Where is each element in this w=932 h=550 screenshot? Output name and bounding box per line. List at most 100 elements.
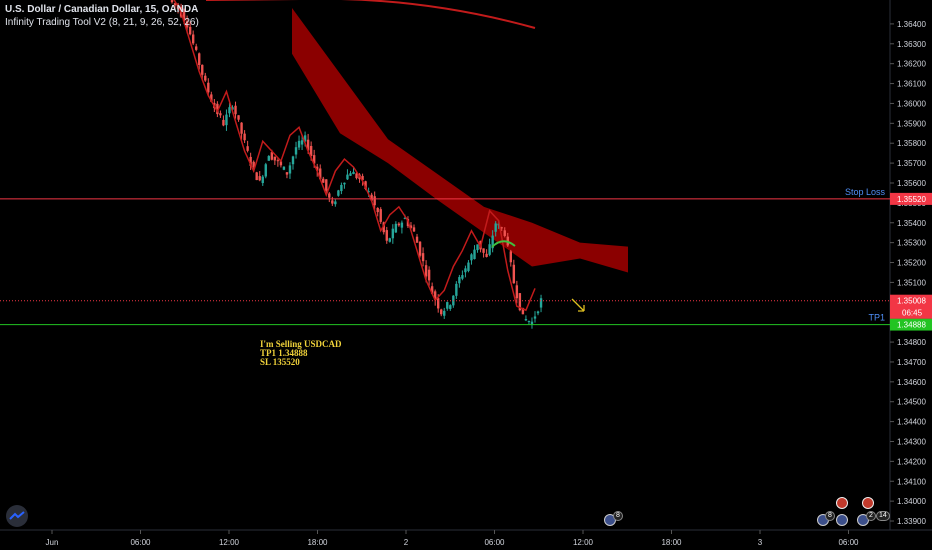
price-tick-label: 1.35400 — [897, 219, 926, 228]
price-tick-label: 1.36300 — [897, 40, 926, 49]
candle-body — [485, 253, 488, 257]
candle-body — [509, 251, 512, 263]
candle-body — [403, 217, 407, 219]
candle-body — [391, 228, 395, 239]
event-badge-c: 14 — [876, 511, 890, 521]
time-tick-label: 2 — [404, 538, 409, 547]
candle-body — [264, 164, 267, 177]
candle-body — [443, 310, 446, 316]
price-tick-label: 1.34600 — [897, 378, 926, 387]
candle-body — [424, 265, 428, 277]
candle-body — [503, 230, 506, 236]
down-arrow-icon — [571, 298, 585, 312]
candle-body — [430, 286, 434, 294]
price-tick-label: 1.35700 — [897, 159, 926, 168]
candle-body — [458, 277, 461, 284]
tradingview-logo-icon[interactable] — [6, 505, 28, 527]
candle-body — [303, 135, 307, 142]
candle-body — [388, 238, 391, 242]
us-flag-event-icon-3[interactable] — [836, 514, 848, 526]
price-tick-label: 1.35200 — [897, 259, 926, 268]
candle-body — [173, 3, 177, 6]
candle-body — [207, 82, 210, 93]
candle-body — [349, 173, 352, 176]
candle-body — [267, 156, 270, 161]
candle-body — [252, 161, 255, 167]
price-tick-label: 1.35300 — [897, 239, 926, 248]
time-tick-label: 18:00 — [661, 538, 682, 547]
candle-body — [418, 241, 422, 256]
price-tick-label: 1.36100 — [897, 80, 926, 89]
candle-body — [373, 196, 376, 206]
candle-body — [222, 119, 225, 126]
candle-body — [370, 194, 373, 201]
candle-body — [467, 262, 470, 271]
price-tick-label: 1.35900 — [897, 119, 926, 128]
price-tick-label: 1.36400 — [897, 20, 926, 29]
current-price-price-box — [890, 294, 932, 319]
event-badge-a: 8 — [825, 511, 835, 521]
candle-body — [461, 275, 464, 279]
tp1-tag: TP1 — [868, 313, 885, 323]
candle-body — [331, 200, 334, 204]
candle-body — [225, 114, 228, 126]
note-line-2: TP1 1.34888 — [260, 348, 308, 358]
price-tick-label: 1.34100 — [897, 477, 926, 486]
candle-body — [382, 222, 385, 233]
candle-body — [216, 103, 219, 115]
candle-body — [367, 191, 370, 193]
tp1-price-box — [890, 318, 932, 331]
price-tick-label: 1.35600 — [897, 179, 926, 188]
candle-body — [449, 305, 452, 309]
note-line-1: I'm Selling USDCAD — [260, 339, 342, 349]
price-tick-label: 1.34500 — [897, 398, 926, 407]
candle-body — [204, 75, 207, 81]
upper-ma-line — [206, 0, 536, 29]
candle-body — [249, 156, 252, 166]
candle-body — [527, 321, 531, 323]
candle-body — [437, 298, 440, 309]
candle-body — [427, 269, 431, 281]
indicator-title[interactable]: Infinity Trading Tool V2 (8, 21, 9, 26, … — [5, 17, 199, 28]
candle-body — [530, 321, 534, 325]
candle-body — [276, 160, 280, 162]
candle-body — [325, 179, 328, 191]
ca-flag-event-icon[interactable] — [836, 497, 848, 509]
candle-body — [470, 254, 473, 261]
trade-note: I'm Selling USDCAD TP1 1.34888 SL 135520 — [260, 340, 342, 367]
candle-body — [288, 165, 292, 174]
price-tick-label: 1.35100 — [897, 278, 926, 287]
time-tick-label: 18:00 — [307, 538, 328, 547]
candle-body — [494, 223, 497, 232]
price-tick-label: 1.35800 — [897, 139, 926, 148]
candle-body — [533, 316, 537, 319]
candle-body — [240, 122, 243, 134]
candle-body — [364, 181, 367, 189]
ca-flag-event-icon-2[interactable] — [862, 497, 874, 509]
candle-body — [297, 140, 301, 148]
price-tick-label: 1.34700 — [897, 358, 926, 367]
time-tick-label: 06:00 — [838, 538, 859, 547]
candle-body — [376, 207, 379, 213]
candle-body — [409, 225, 413, 228]
time-tick-label: 06:00 — [484, 538, 505, 547]
candle-body — [309, 145, 313, 157]
candle-body — [282, 166, 286, 170]
candle-body — [433, 291, 437, 301]
candle-body — [300, 140, 304, 145]
candle-body — [170, 0, 174, 3]
candle-body — [346, 174, 349, 180]
price-tick-label: 1.34300 — [897, 437, 926, 446]
candle-body — [273, 156, 277, 161]
time-tick-label: 3 — [758, 538, 763, 547]
candle-body — [455, 283, 458, 296]
candle-body — [291, 156, 295, 165]
candle-body — [539, 298, 543, 308]
candle-body — [337, 190, 340, 196]
candle-body — [415, 236, 419, 243]
candle-body — [440, 309, 443, 315]
symbol-title[interactable]: U.S. Dollar / Canadian Dollar, 15, OANDA — [5, 4, 199, 15]
candle-body — [400, 222, 404, 228]
candle-body — [536, 311, 540, 314]
